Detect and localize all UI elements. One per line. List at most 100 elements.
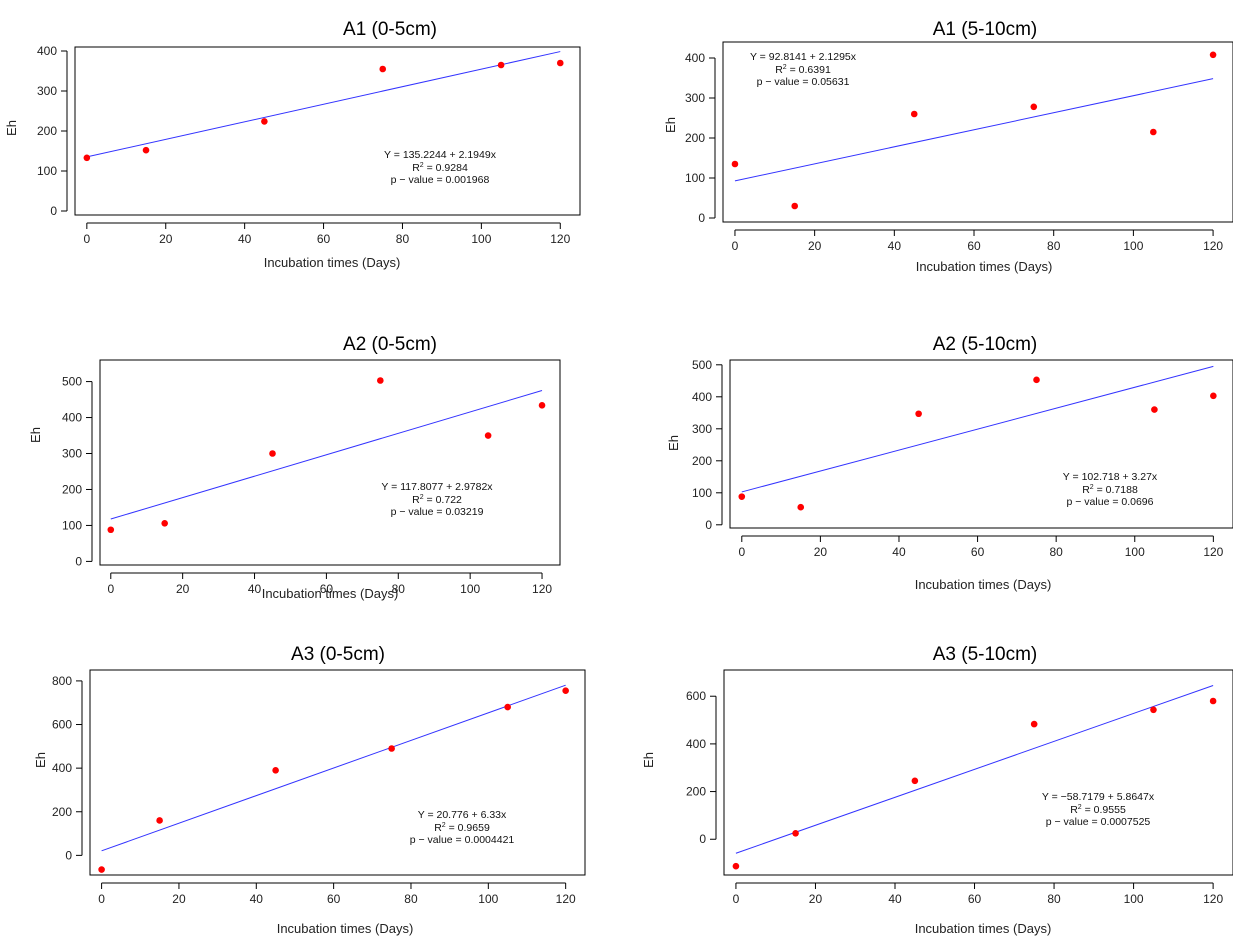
y-tick-label: 500 [692,358,712,372]
chart-title: A3 (0-5cm) [291,644,385,665]
x-tick-label: 0 [98,892,105,906]
chart-title: A3 (5-10cm) [933,644,1038,665]
chart-panel-a2-0-5: A2 (0-5cm) 0 20 40 60 80 100 120 0 100 200 300 400 50… [0,325,600,615]
p-value-text: p − value = 0.0004421 [410,834,515,846]
y-tick-label: 400 [692,390,712,404]
x-tick-label: 60 [968,892,982,906]
x-tick-label: 40 [892,545,906,559]
chart-svg: A1 (0-5cm) 0 20 40 60 80 100 120 0 100 200 300 400 In… [4,19,581,270]
data-point [484,432,492,439]
equation-text: Y = 102.718 + 3.27x [1063,471,1158,483]
y-tick-label: 100 [37,164,57,178]
y-axis-label: Eh [4,120,19,136]
data-point [1030,103,1038,111]
chart-svg: A1 (5-10cm) 0 20 40 60 80 100 120 0 100 200 300 400 I… [663,19,1233,274]
x-tick-label: 80 [1047,239,1061,253]
x-tick-label: 40 [250,892,264,906]
y-tick-label: 0 [698,211,705,225]
x-tick-label: 0 [738,545,745,559]
regression-line [741,365,1214,493]
y-tick-label: 400 [62,411,82,425]
x-axis-label: Incubation times (Days) [264,255,401,270]
y-tick-label: 0 [705,518,712,532]
x-tick-label: 100 [1123,239,1143,253]
x-tick-label: 100 [471,232,491,246]
data-point [556,59,564,67]
r-squared-text: R2 = 0.9659 [434,822,490,834]
data-point [915,410,922,418]
data-point [142,146,150,154]
plot-frame [722,41,1233,223]
y-tick-label: 300 [692,422,712,436]
data-point [1150,706,1157,714]
x-tick-label: 20 [809,892,823,906]
y-tick-label: 400 [52,761,72,775]
data-point [911,777,919,785]
r-squared-text: R2 = 0.6391 [775,64,831,76]
x-tick-label: 80 [1049,545,1063,559]
data-point [731,160,739,168]
x-tick-label: 20 [176,582,190,596]
y-tick-label: 100 [62,518,82,532]
chart-panel-a1-5-10: A1 (5-10cm) 0 20 40 60 80 100 120 0 100 200 300 400 I… [640,10,1233,300]
chart-svg: A3 (0-5cm) 0 20 40 60 80 100 120 0 200 400 600 800 In… [33,644,586,936]
regression-line [110,390,543,520]
data-point [1033,376,1040,384]
x-axis-label: Incubation times (Days) [262,586,399,601]
chart-svg: A2 (0-5cm) 0 20 40 60 80 100 120 0 100 200 300 400 50… [28,334,561,601]
x-tick-label: 100 [460,582,480,596]
data-point [261,118,268,125]
y-tick-label: 200 [686,785,706,799]
x-tick-label: 120 [1203,892,1223,906]
x-axis-label: Incubation times (Days) [277,921,414,936]
y-axis-label: Eh [641,752,656,768]
x-tick-label: 20 [808,239,822,253]
y-tick-label: 200 [692,454,712,468]
x-tick-label: 20 [814,545,828,559]
y-tick-label: 0 [75,554,82,568]
x-axis-label: Incubation times (Days) [916,259,1053,274]
regression-line [101,684,566,852]
plot-frame [723,669,1233,876]
data-point [377,377,384,384]
data-point [1209,51,1217,59]
data-point [1209,697,1217,705]
data-point [1030,720,1038,728]
y-tick-label: 100 [692,486,712,500]
x-tick-label: 100 [1125,545,1145,559]
equation-text: Y = 135.2244 + 2.1949x [384,149,497,161]
y-tick-label: 400 [37,44,57,58]
x-tick-label: 120 [556,892,576,906]
chart-title: A1 (5-10cm) [933,19,1038,40]
x-tick-label: 40 [888,892,902,906]
y-tick-label: 0 [65,848,72,862]
data-point [562,687,569,695]
y-axis-label: Eh [28,427,43,443]
r-squared-text: R2 = 0.722 [412,494,462,506]
plot-frame [74,46,581,216]
plot-frame [729,359,1233,529]
x-axis-label: Incubation times (Days) [915,921,1052,936]
chart-title: A2 (5-10cm) [933,334,1038,355]
regression-line [86,51,561,158]
data-point [792,829,799,837]
equation-text: Y = −58.7179 + 5.8647x [1042,791,1155,803]
y-tick-label: 600 [686,689,706,703]
x-tick-label: 40 [238,232,252,246]
y-tick-label: 200 [52,805,72,819]
data-point [161,519,168,527]
plot-frame [89,669,586,876]
y-tick-label: 300 [37,84,57,98]
chart-svg: A2 (5-10cm) 0 20 40 60 80 100 120 0 100 200 300 400 5… [666,334,1233,592]
data-point [379,65,387,73]
x-axis-label: Incubation times (Days) [915,577,1052,592]
y-axis-label: Eh [33,752,48,768]
data-point [388,745,395,752]
x-tick-label: 60 [967,239,981,253]
chart-panel-a3-5-10: A3 (5-10cm) 0 20 40 60 80 100 120 0 200 400 600 Incu… [640,635,1233,936]
p-value-text: p − value = 0.0007525 [1046,816,1151,828]
data-point [910,110,918,118]
x-tick-label: 0 [107,582,114,596]
data-point [538,402,546,409]
x-tick-label: 120 [1203,239,1223,253]
